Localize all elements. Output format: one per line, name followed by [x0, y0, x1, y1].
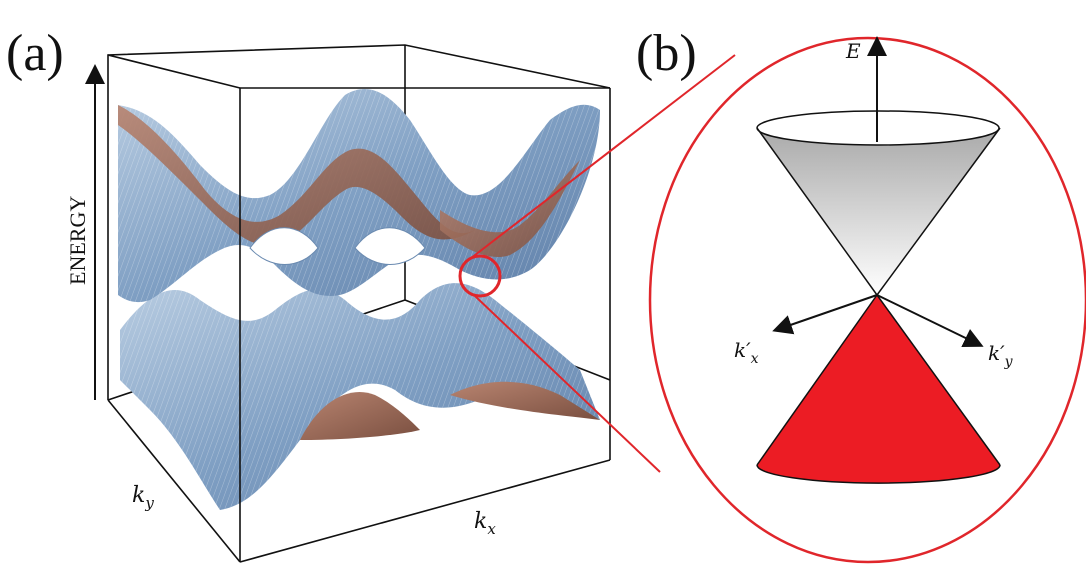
zoom-connector-lines	[465, 54, 736, 473]
upper-dirac-cone	[756, 110, 1001, 296]
ky-prime-arrow	[876, 294, 984, 348]
kx-prime-label: k′x	[734, 338, 759, 367]
ky-prime-label: k′y	[988, 341, 1014, 370]
energy-axis-label: ENERGY	[65, 196, 90, 285]
kx-prime-arrow	[772, 294, 878, 335]
panel-a-label: (a)	[6, 25, 64, 82]
band-gap-hole	[354, 227, 426, 265]
kx-axis-label: kx	[474, 509, 496, 538]
ky-axis-label: ky	[132, 483, 154, 512]
band-gap-hole	[249, 227, 319, 265]
bounding-box-front	[107, 54, 611, 563]
lower-band-underside	[300, 392, 420, 440]
panel-b-label: (b)	[636, 25, 697, 82]
band-structure-surface	[118, 89, 600, 510]
energy-label: E	[845, 39, 861, 63]
upper-band-ridge	[118, 105, 475, 246]
dirac-point-highlight	[458, 254, 502, 298]
lower-dirac-cone	[756, 294, 1001, 484]
